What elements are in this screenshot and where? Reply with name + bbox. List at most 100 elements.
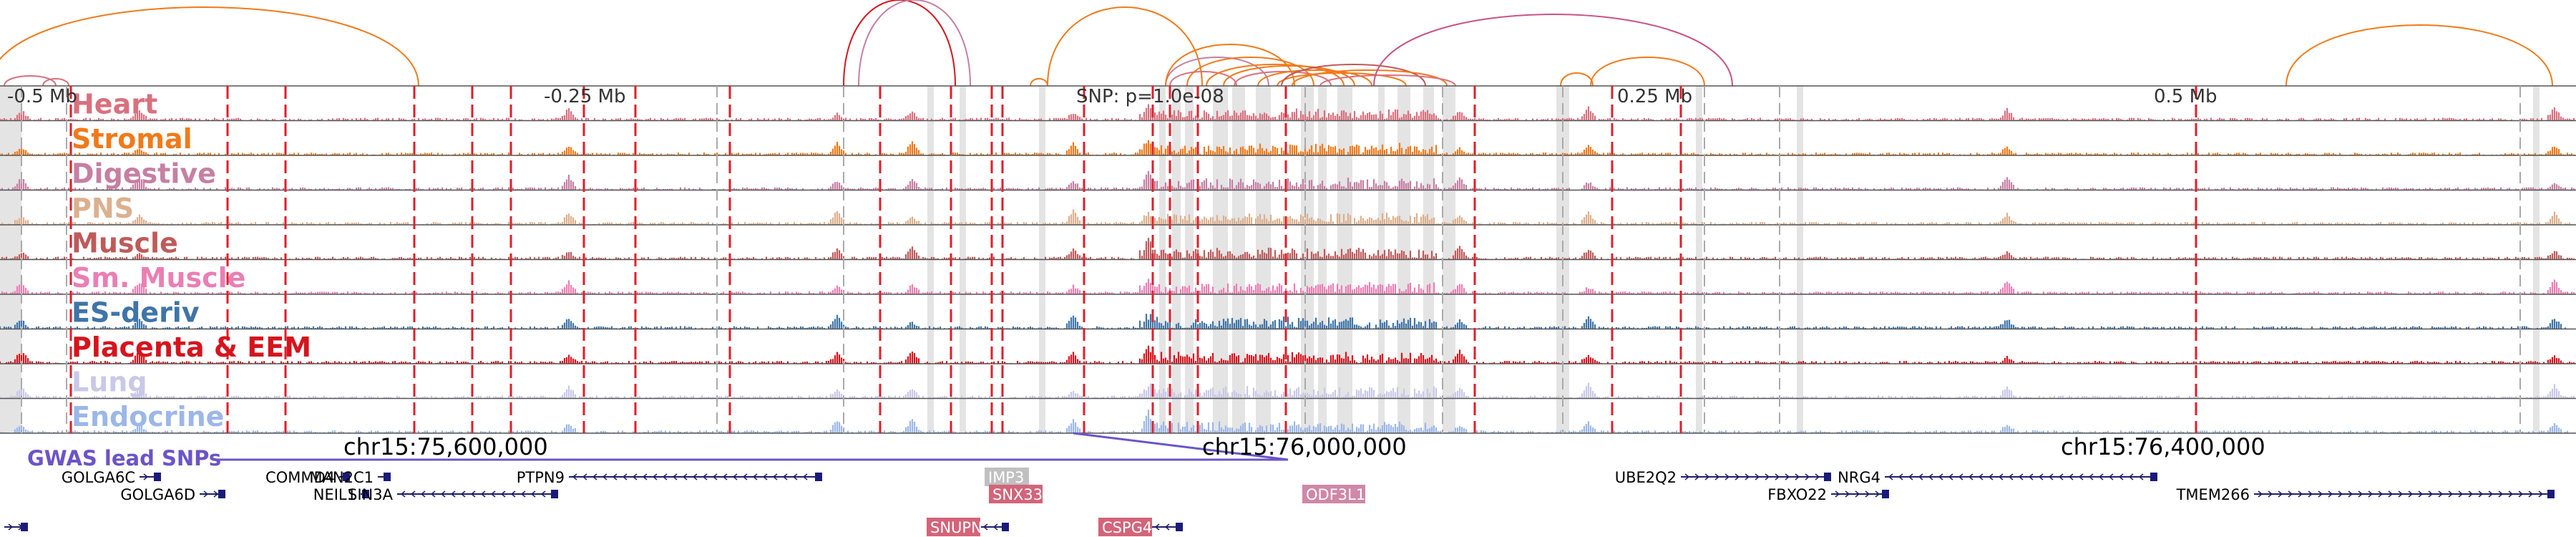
gene-strand-arrow — [592, 473, 597, 480]
gene-strand-arrow — [213, 490, 219, 498]
interaction-arc — [1560, 72, 1594, 87]
interaction-arc — [1373, 14, 1733, 87]
gene-strand-arrow — [480, 490, 486, 498]
offset-label: -0.5 Mb — [7, 86, 77, 107]
gene-strand-arrow — [622, 473, 628, 480]
gene-strand-arrow — [742, 473, 748, 480]
offset-label: 0.25 Mb — [1617, 86, 1692, 107]
gene-strand-arrow — [712, 473, 718, 480]
gene-strand-arrow — [1865, 490, 1870, 498]
gwas-snp-connector — [1073, 432, 1289, 461]
gene-exon — [2547, 490, 2555, 498]
gene-label: COMMD4 — [265, 469, 335, 486]
gene-strand-arrow — [1765, 473, 1770, 480]
interaction-arc — [1590, 57, 1705, 87]
gene-strand-arrow — [410, 490, 416, 498]
gene-strand-arrow — [2498, 490, 2504, 498]
track-label: Sm. Muscle — [72, 262, 245, 294]
gene-strand-arrow — [1948, 473, 1953, 480]
gene-label: NRG4 — [1838, 469, 1880, 486]
interaction-arc — [1257, 69, 1372, 87]
gene-strand-arrow — [2418, 490, 2424, 498]
gene-strand-arrow — [2308, 490, 2313, 498]
gene-label: UBE2Q2 — [1615, 469, 1677, 486]
gene-exon — [343, 473, 350, 481]
interaction-arc — [843, 0, 956, 87]
gene-exon — [1176, 523, 1183, 531]
gene-exon — [362, 490, 369, 498]
gene-strand-arrow — [2368, 490, 2373, 498]
gene-strand-arrow — [400, 490, 406, 498]
gene-strand-arrow — [2018, 473, 2024, 480]
gene-strand-arrow — [2298, 490, 2303, 498]
gene-strand-arrow — [1855, 490, 1860, 498]
gene-strand-arrow — [2508, 490, 2514, 498]
gene-strand-arrow — [1714, 473, 1720, 480]
gene-strand-arrow — [520, 490, 526, 498]
gene-strand-arrow — [732, 473, 738, 480]
gene-strand-arrow — [510, 490, 516, 498]
gene-strand-arrow — [722, 473, 728, 480]
gene-strand-arrow — [2388, 490, 2394, 498]
gene-strand-arrow — [992, 523, 998, 531]
gene-strand-arrow — [1835, 490, 1840, 498]
interaction-arc — [2285, 24, 2553, 87]
gene-strand-arrow — [662, 473, 668, 480]
gene-label: SNUPN — [930, 519, 982, 536]
offset-label: -0.25 Mb — [544, 86, 625, 107]
gene-strand-arrow — [692, 473, 698, 480]
gene-strand-arrow — [772, 473, 778, 480]
gene-strand-arrow — [490, 490, 496, 498]
gene-strand-arrow — [470, 490, 476, 498]
gene-strand-arrow — [460, 490, 466, 498]
gene-strand-arrow — [530, 490, 536, 498]
interaction-arc — [1165, 57, 1269, 87]
signal-tracks — [0, 85, 2576, 434]
offset-label: 0.5 Mb — [2154, 86, 2218, 107]
gene-strand-arrow — [1684, 473, 1690, 480]
gene-track: GOLGA6CGOLGA6D15orf39COMMD4NEIL1MAN2C1SI… — [4, 468, 2555, 536]
gene-strand-arrow — [1745, 473, 1750, 480]
gene-strand-arrow — [1164, 523, 1170, 531]
gene-strand-arrow — [1704, 473, 1710, 480]
gene-label: GOLGA6D — [120, 486, 195, 503]
gene-strand-arrow — [1918, 473, 1923, 480]
gene-strand-arrow — [702, 473, 708, 480]
gene-strand-arrow — [2008, 473, 2014, 480]
gene-strand-arrow — [1908, 473, 1913, 480]
gene-strand-arrow — [2338, 490, 2343, 498]
gene-strand-arrow — [420, 490, 426, 498]
gene-strand-arrow — [2138, 473, 2144, 480]
gene-strand-arrow — [1724, 473, 1730, 480]
gene-strand-arrow — [802, 473, 808, 480]
gene-strand-arrow — [2448, 490, 2454, 498]
gene-strand-arrow — [982, 523, 988, 531]
track-label: Endocrine — [72, 401, 224, 432]
gene-strand-arrow — [792, 473, 798, 480]
gene-strand-arrow — [2098, 473, 2104, 480]
gene-exon — [1882, 490, 1889, 498]
dashed-lines — [21, 86, 2521, 433]
interaction-arc — [1292, 69, 1448, 87]
gene-strand-arrow — [2518, 490, 2524, 498]
gene-strand-arrow — [2478, 490, 2484, 498]
gene-strand-arrow — [143, 473, 149, 480]
gene-strand-arrow — [430, 490, 436, 498]
track-label: Digestive — [72, 158, 216, 190]
gene-strand-arrow — [2458, 490, 2464, 498]
gene-strand-arrow — [2348, 490, 2353, 498]
interaction-arcs — [0, 0, 2553, 87]
coordinate-tick-label: chr15:75,600,000 — [343, 433, 548, 460]
gene-strand-arrow — [2538, 490, 2544, 498]
interaction-arc — [1319, 74, 1456, 87]
interaction-arc — [858, 0, 971, 87]
gene-strand-arrow — [1785, 473, 1790, 480]
gene-strand-arrow — [2058, 473, 2064, 480]
gene-strand-arrow — [500, 490, 506, 498]
gene-strand-arrow — [440, 490, 446, 498]
gene-strand-arrow — [2408, 490, 2414, 498]
track-label: PNS — [72, 193, 134, 224]
gene-strand-arrow — [612, 473, 618, 480]
